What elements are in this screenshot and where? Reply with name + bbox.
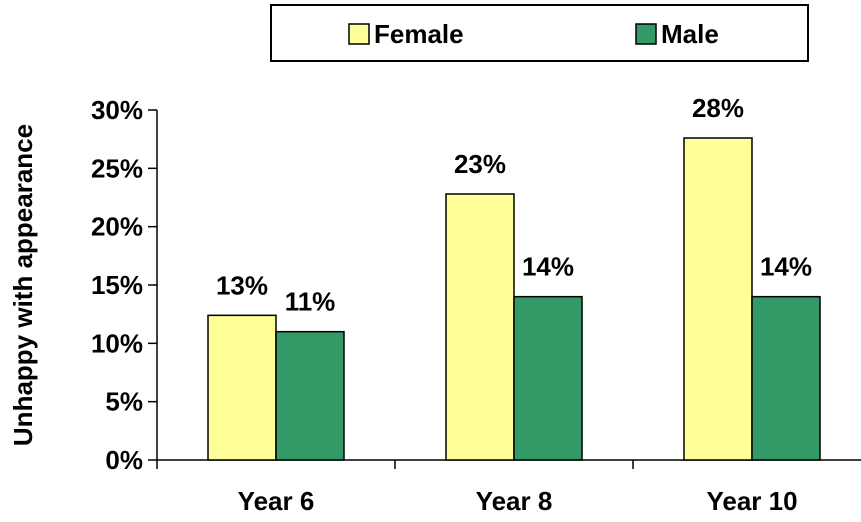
y-axis-title: Unhappy with appearance	[8, 124, 38, 446]
y-tick-label: 0%	[105, 445, 143, 475]
bar-male-year-6	[275, 330, 345, 461]
x-tick-label: Year 10	[706, 486, 797, 516]
bar-male-year-10	[751, 295, 821, 461]
data-label: 13%	[216, 270, 268, 300]
data-label: 28%	[692, 93, 744, 123]
legend-label-male: Male	[661, 19, 719, 49]
y-tick-label: 15%	[91, 270, 143, 300]
x-tick-label: Year 6	[238, 486, 315, 516]
data-label: 14%	[522, 252, 574, 282]
bar-male-year-8	[513, 295, 583, 461]
x-tick-label: Year 8	[476, 486, 553, 516]
bars: 13% 11% 23% 14% 28% 14%	[207, 93, 821, 461]
bar-female-year-6	[207, 314, 277, 461]
y-tick-label: 25%	[91, 153, 143, 183]
data-label: 11%	[285, 287, 336, 317]
y-tick-label: 30%	[91, 95, 143, 125]
y-tick-label: 5%	[105, 387, 143, 417]
y-tick-label: 10%	[91, 328, 143, 358]
y-tick-label: 20%	[91, 212, 143, 242]
bar-female-year-10	[683, 137, 753, 461]
legend-swatch-female	[348, 23, 370, 45]
tick-labels: 0% 5% 10% 15% 20% 25% 30% Year 6 Year 8 Year 10	[91, 95, 798, 516]
data-label: 14%	[760, 252, 812, 282]
legend-swatch-male	[635, 23, 657, 45]
legend: Female Male	[270, 4, 809, 62]
bar-female-year-8	[445, 193, 515, 461]
data-label: 23%	[454, 149, 506, 179]
legend-label-female: Female	[374, 19, 464, 49]
